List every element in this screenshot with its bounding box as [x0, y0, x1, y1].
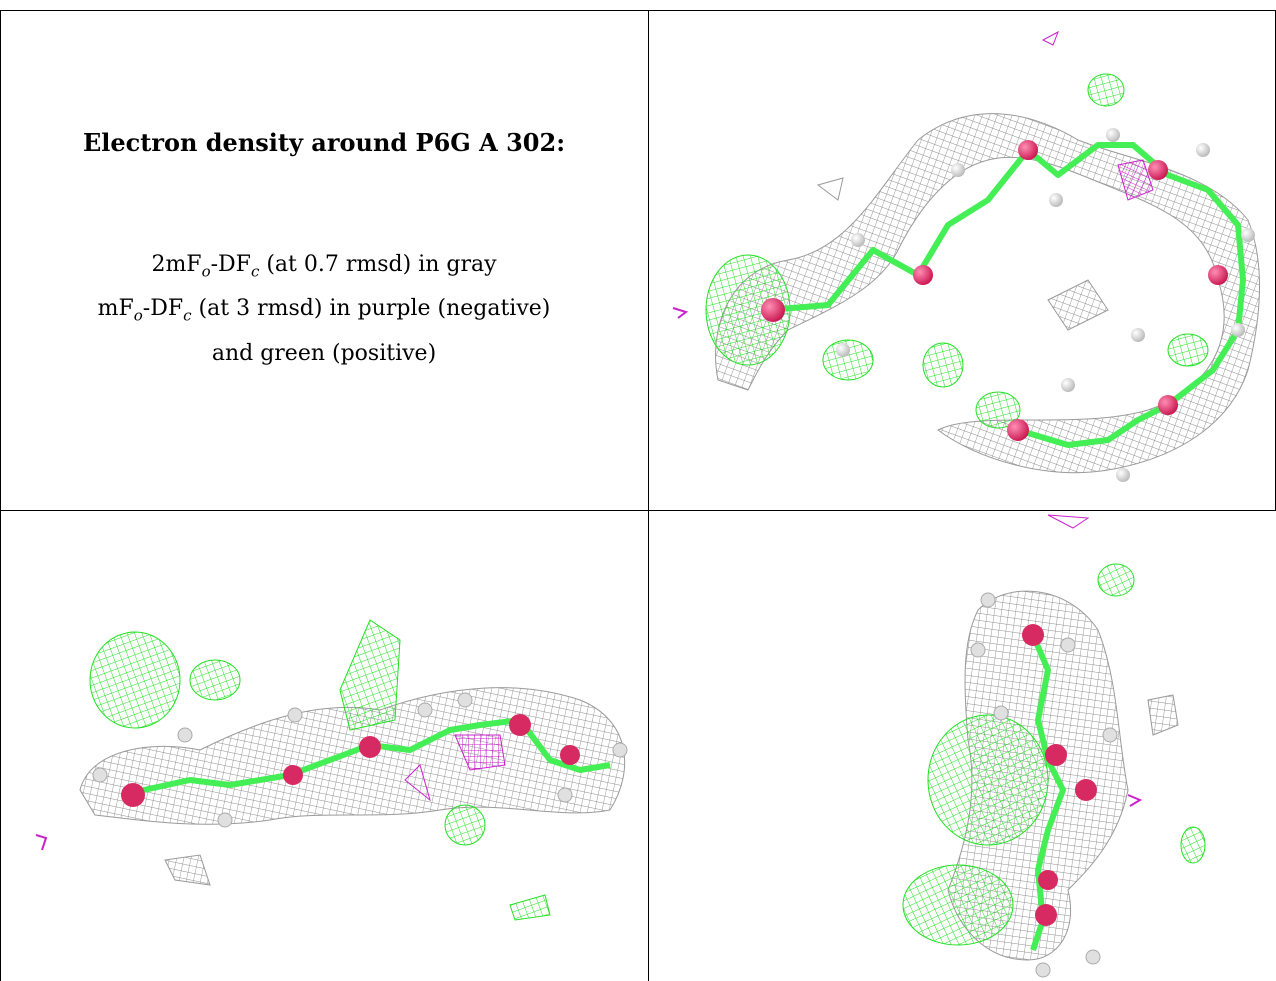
legend-line-gray: 2mFo-DFc (at 0.7 rmsd) in gray — [151, 252, 497, 281]
caption-title: Electron density around P6G A 302: — [82, 128, 566, 157]
density-render-side — [35, 619, 628, 921]
density-view-end — [648, 510, 1276, 981]
rule-top — [0, 10, 1276, 11]
legend-line-purple: mFo-DFc (at 3 rmsd) in purple (negative) — [97, 296, 551, 325]
caption-legend: 2mFo-DFc (at 0.7 rmsd) in gray mFo-DFc (… — [0, 246, 648, 373]
density-view-top — [648, 10, 1276, 510]
caption-panel: Electron density around P6G A 302: 2mFo-… — [0, 10, 648, 510]
rule-left — [0, 10, 1, 981]
rule-middle — [0, 510, 1276, 511]
density-render-end — [902, 514, 1206, 978]
density-render-ring — [672, 30, 1260, 482]
rule-center — [648, 10, 649, 981]
legend-line-green: and green (positive) — [211, 340, 437, 366]
density-view-side — [0, 510, 648, 981]
